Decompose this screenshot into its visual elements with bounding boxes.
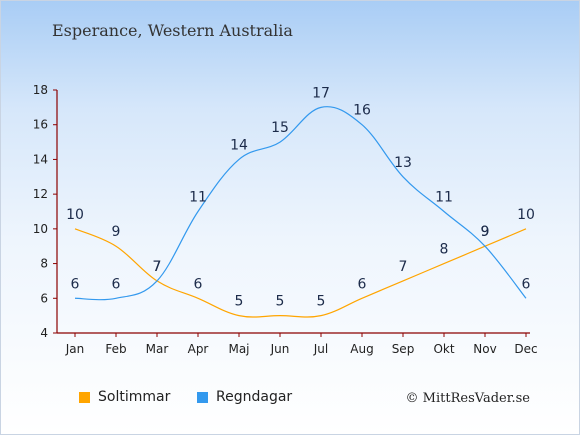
y-tick-label: 8 [40,257,48,271]
data-label: 13 [394,155,412,171]
data-point [237,314,241,318]
y-tick-label: 16 [33,118,48,132]
data-point [524,296,528,300]
data-label: 16 [353,103,371,119]
series-line-soltimmar [74,228,527,318]
data-point [319,105,323,109]
y-tick-label: 14 [33,152,48,166]
data-point [360,296,364,300]
data-point [401,175,405,179]
data-label: 17 [312,85,330,101]
data-label: 9 [112,224,121,240]
data-label: 6 [358,276,367,292]
data-label: 6 [194,276,203,292]
legend-label-regndagar: Regndagar [216,389,293,405]
x-tick-label: Apr [188,342,209,356]
data-point [401,279,405,283]
series-line-regndagar [74,106,527,301]
data-label: 6 [71,276,80,292]
x-tick-label: Dec [514,342,537,356]
data-label: 7 [399,259,408,275]
legend-item-soltimmar: Soltimmar [79,389,170,405]
y-tick-label: 4 [40,326,48,340]
legend-swatch-regndagar [197,391,208,403]
x-tick-label: Maj [228,342,249,356]
data-label: 5 [276,294,285,310]
data-point [196,210,200,214]
x-tick-label: Jul [313,342,328,356]
data-point [114,296,118,300]
data-point [524,227,528,231]
legend-label-soltimmar: Soltimmar [98,389,171,405]
data-point [114,244,118,248]
data-point [360,123,364,127]
data-label: 6 [112,276,121,292]
x-tick-label: Nov [473,342,496,356]
y-tick-label: 18 [33,83,48,97]
x-tick-label: Jan [65,342,85,356]
x-tick-label: Sep [392,342,415,356]
data-point [442,262,446,266]
legend-item-regndagar: Regndagar [197,389,292,405]
data-point [278,140,282,144]
data-label: 5 [235,294,244,310]
data-point [73,296,77,300]
data-point [442,210,446,214]
data-label: 6 [522,276,531,292]
data-label: 10 [66,207,84,223]
data-point [237,157,241,161]
data-point [155,279,159,283]
data-label: 9 [481,224,490,240]
data-label: 8 [440,242,449,258]
y-tick-label: 12 [33,187,48,201]
y-tick-label: 6 [40,291,48,305]
data-label: 5 [317,294,326,310]
data-point [73,227,77,231]
data-label: 9 [481,224,490,240]
chart-title: Esperance, Western Australia [52,21,293,40]
x-tick-label: Feb [105,342,126,356]
credit-text: © MittResVader.se [405,391,530,406]
data-label: 10 [517,207,535,223]
data-label: 7 [153,259,162,275]
data-label: 7 [153,259,162,275]
x-tick-label: Okt [433,342,454,356]
data-label: 11 [189,190,207,206]
x-tick-label: Aug [350,342,373,356]
data-label: 14 [230,137,248,153]
data-label: 15 [271,120,289,136]
y-tick-label: 10 [33,222,48,236]
data-point [278,314,282,318]
data-point [196,296,200,300]
data-point [483,244,487,248]
x-tick-label: Mar [146,342,169,356]
x-tick-label: Jun [270,342,290,356]
data-point [319,314,323,318]
data-label: 11 [435,190,453,206]
legend-swatch-soltimmar [79,391,90,403]
